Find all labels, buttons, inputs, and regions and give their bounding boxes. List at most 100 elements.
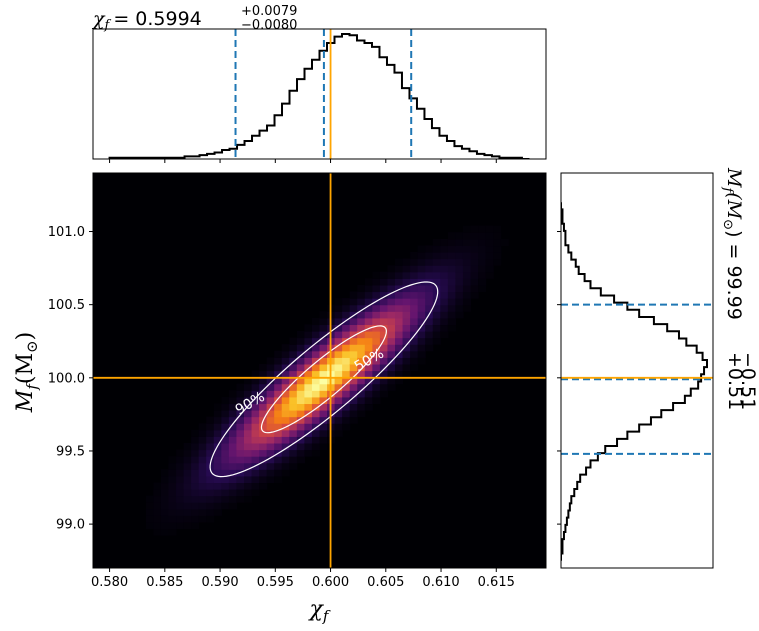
heatmap-cell (410, 350, 419, 358)
heatmap-cell (228, 436, 238, 444)
heatmap-cell (455, 258, 464, 266)
heatmap-cell (447, 252, 456, 260)
heatmap-cell (191, 502, 200, 510)
heatmap-cell (183, 442, 192, 451)
heatmap-cell (206, 449, 215, 457)
top-marginal-content (108, 29, 530, 159)
heatmap-cell (432, 238, 441, 247)
heatmap-cell (372, 311, 381, 319)
heatmap-cell (349, 317, 358, 326)
heatmap-cell (259, 469, 268, 477)
heatmap-cell (342, 324, 351, 332)
heatmap-cell (417, 252, 426, 260)
heatmap-cell (387, 324, 396, 332)
heatmap-cell (213, 410, 222, 418)
heatmap-cell (251, 442, 260, 451)
heatmap-cell (206, 495, 215, 503)
heatmap-cell (425, 245, 434, 253)
heatmap-cell (334, 324, 343, 332)
heatmap-cell (357, 311, 366, 319)
heatmap-cell (259, 363, 268, 372)
heatmap-cell (191, 489, 200, 497)
heatmap-cell (183, 502, 192, 510)
heatmap-cell (349, 344, 358, 352)
heatmap-cell (236, 423, 245, 431)
heatmap-cell (372, 344, 381, 352)
heatmap-cell (274, 357, 283, 365)
heatmap-cell (357, 298, 366, 306)
heatmap-cell (251, 410, 260, 418)
heatmap-cell (251, 377, 260, 385)
heatmap-cell (410, 324, 419, 332)
heatmap-cell (221, 456, 230, 464)
heatmap-cell (191, 495, 200, 503)
heatmap-cell (455, 284, 464, 293)
heatmap-cell (244, 423, 253, 431)
heatmap-cell (191, 482, 200, 490)
heatmap-cell (259, 396, 268, 405)
heatmap-cell (160, 482, 170, 490)
heatmap-cell (432, 304, 441, 312)
heatmap-cell (304, 331, 313, 339)
heatmap-cell (447, 238, 456, 247)
heatmap-cell (221, 482, 230, 490)
heatmap-cell (221, 442, 230, 451)
heatmap-cell (432, 278, 441, 286)
heatmap-cell (372, 278, 381, 286)
heatmap-cell (379, 298, 389, 306)
heatmap-cell (296, 410, 305, 418)
y-axis-unit-sub: ⊙ (23, 340, 41, 353)
heatmap-cell (145, 521, 154, 530)
heatmap-cell (470, 278, 479, 286)
heatmap-cell (183, 495, 192, 503)
heatmap-cell (281, 436, 290, 444)
heatmap-cell (221, 489, 230, 497)
heatmap-cell (417, 291, 426, 299)
heatmap-cell (281, 370, 290, 378)
heatmap-cell (462, 284, 472, 293)
heatmap-cell (206, 429, 215, 437)
heatmap-cell (440, 271, 449, 279)
heatmap-cell (304, 324, 313, 332)
heatmap-cell (274, 403, 283, 411)
heatmap-cell (379, 337, 389, 345)
heatmap-cell (289, 350, 298, 358)
heatmap-cell (198, 515, 207, 523)
heatmap-cell (221, 495, 230, 503)
heatmap-cell (198, 423, 207, 431)
heatmap-cell (447, 324, 456, 332)
heatmap-cell (274, 370, 283, 378)
heatmap-cell (228, 495, 238, 503)
heatmap-cell (289, 416, 298, 424)
heatmap-cell (228, 462, 238, 470)
heatmap-cell (206, 515, 215, 523)
heatmap-cell (447, 271, 456, 279)
heatmap-cell (478, 271, 487, 279)
heatmap-cell (266, 442, 275, 451)
heatmap-cell (304, 403, 313, 411)
heatmap-cell (379, 377, 389, 385)
heatmap-cell (176, 495, 185, 503)
heatmap-cell (236, 436, 245, 444)
heatmap-cell (395, 265, 404, 273)
heatmap-cell (478, 238, 487, 247)
heatmap-cell (236, 449, 245, 457)
heatmap-cell (274, 462, 283, 470)
heatmap-cell (432, 331, 441, 339)
heatmap-cell (395, 337, 404, 345)
heatmap-cell (470, 238, 479, 247)
heatmap-cell (176, 502, 185, 510)
heatmap-cell (387, 265, 396, 273)
heatmap-cell (402, 298, 411, 306)
heatmap-cell (500, 238, 509, 247)
heatmap-cell (462, 225, 472, 233)
heatmap-cell (493, 225, 502, 233)
heatmap-cell (349, 390, 358, 398)
heatmap-cell (311, 377, 321, 385)
heatmap-cell (191, 508, 200, 516)
heatmap-cell (417, 265, 426, 273)
heatmap-cell (372, 331, 381, 339)
heatmap-cell (417, 350, 426, 358)
heatmap-cell (296, 337, 305, 345)
heatmap-cell (364, 377, 373, 385)
